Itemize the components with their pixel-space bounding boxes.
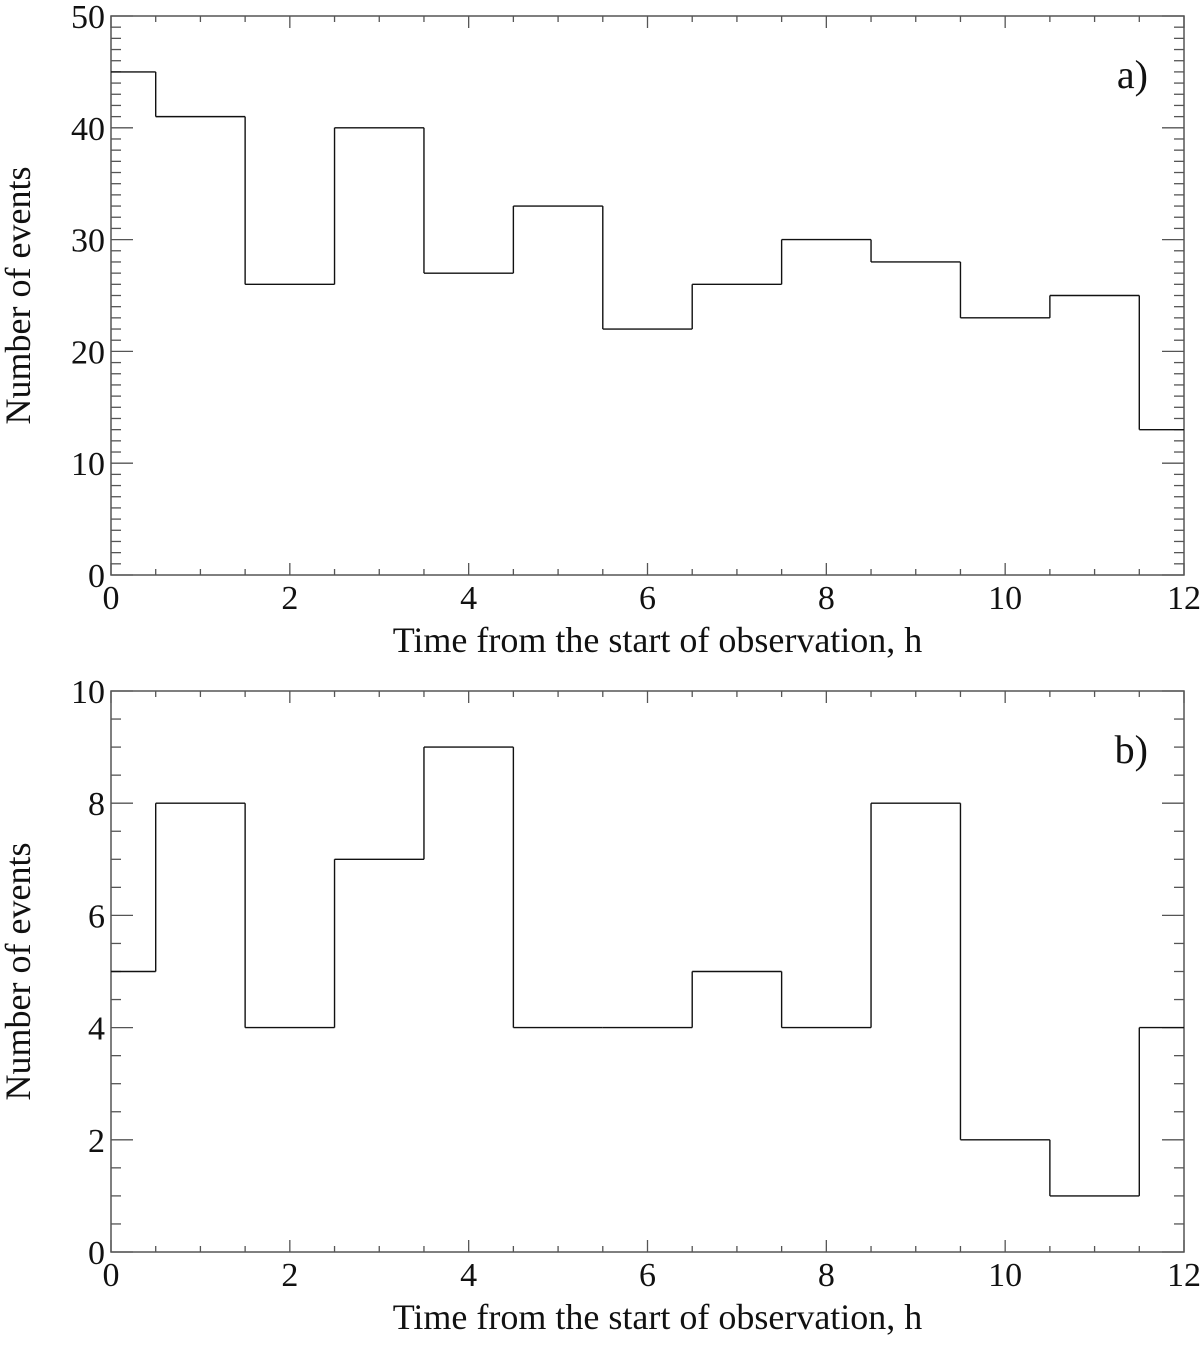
panel-a: 0 2 4 6 8 10 12 0 10 20 30 40 50 Time from the start … — [0, 0, 1200, 660]
y-tick-label: 50 — [71, 0, 105, 36]
x-tick-label: 0 — [103, 580, 120, 617]
x-tick-label: 10 — [988, 580, 1022, 617]
y-tick-label: 2 — [88, 1123, 105, 1160]
x-tick-label: 6 — [639, 580, 656, 617]
y-tick-label: 0 — [88, 1235, 105, 1272]
x-tick-label: 10 — [988, 1257, 1022, 1294]
y-axis-label: Number of events — [0, 167, 38, 425]
x-tick-label: 4 — [460, 580, 477, 617]
panel-b: 0 2 4 6 8 10 12 0 2 4 6 8 10 Time from the start of o… — [0, 674, 1200, 1337]
x-tick-label: 12 — [1167, 1257, 1200, 1294]
x-tick-label: 8 — [818, 1257, 835, 1294]
x-tick-label: 0 — [103, 1257, 120, 1294]
x-axis-label: Time from the start of observation, h — [393, 1297, 923, 1337]
y-tick-label: 4 — [88, 1011, 105, 1048]
x-axis-label: Time from the start of observation, h — [393, 620, 923, 660]
x-tick-label: 2 — [281, 1257, 298, 1294]
y-tick-label: 8 — [88, 786, 105, 823]
y-tick-label: 10 — [71, 674, 105, 711]
plot-frame — [110, 15, 1185, 576]
panel-label: b) — [1115, 727, 1148, 772]
y-tick-label: 10 — [71, 446, 105, 483]
y-tick-label: 20 — [71, 334, 105, 371]
y-axis-label: Number of events — [0, 843, 38, 1101]
y-tick-label: 6 — [88, 898, 105, 935]
y-tick-label: 0 — [88, 558, 105, 595]
x-tick-label: 4 — [460, 1257, 477, 1294]
x-tick-label: 2 — [281, 580, 298, 617]
x-tick-label: 12 — [1167, 580, 1200, 617]
y-tick-label: 40 — [71, 111, 105, 148]
x-tick-label: 6 — [639, 1257, 656, 1294]
x-tick-label: 8 — [818, 580, 835, 617]
y-tick-label: 30 — [71, 223, 105, 260]
plot-frame — [110, 690, 1185, 1253]
panel-label: a) — [1117, 52, 1148, 97]
